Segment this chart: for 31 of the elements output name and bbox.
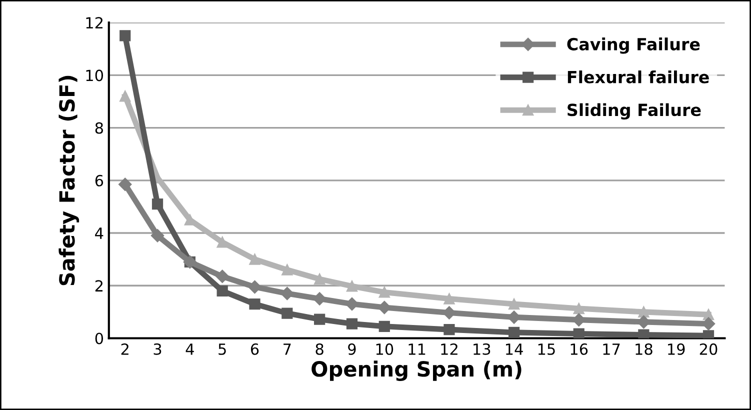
x-tick-label: 8	[316, 343, 324, 355]
legend-label: Caving Failure	[567, 38, 700, 54]
x-tick-label: 4	[186, 344, 194, 355]
x-tick-label: 10	[376, 343, 394, 355]
y-tick-label: 6	[95, 174, 104, 186]
x-tick-label: 12	[441, 343, 458, 355]
x-tick-label: 5	[218, 344, 226, 355]
y-tick-label: 12	[86, 17, 103, 28]
x-tick-label: 11	[408, 344, 426, 355]
legend-label: Flexural failure	[568, 70, 709, 84]
x-tick-label: 19	[668, 343, 685, 355]
y-tick-label: 0	[95, 332, 104, 344]
x-tick-label: 2	[121, 343, 128, 355]
x-tick-label: 20	[700, 343, 718, 355]
y-axis-title: Safety Factor (SF)	[58, 76, 80, 286]
x-tick-label: 15	[538, 344, 555, 355]
y-tick-label: 4	[95, 228, 104, 239]
x-tick-label: 14	[506, 344, 523, 355]
x-tick-label: 18	[636, 343, 652, 355]
y-tick-label: 10	[86, 70, 104, 82]
x-tick-label: 13	[474, 343, 490, 355]
x-tick-label: 17	[603, 344, 620, 355]
y-tick-label: 8	[95, 122, 103, 134]
x-tick-label: 3	[154, 343, 162, 355]
x-tick-label: 16	[570, 343, 588, 355]
y-tick-label: 2	[95, 280, 103, 292]
x-tick-label: 9	[348, 343, 356, 355]
x-tick-label: 7	[284, 344, 291, 355]
x-axis-title: Opening Span (m)	[312, 360, 522, 381]
legend-label: Sliding Failure	[568, 103, 701, 120]
x-tick-label: 6	[250, 343, 259, 355]
